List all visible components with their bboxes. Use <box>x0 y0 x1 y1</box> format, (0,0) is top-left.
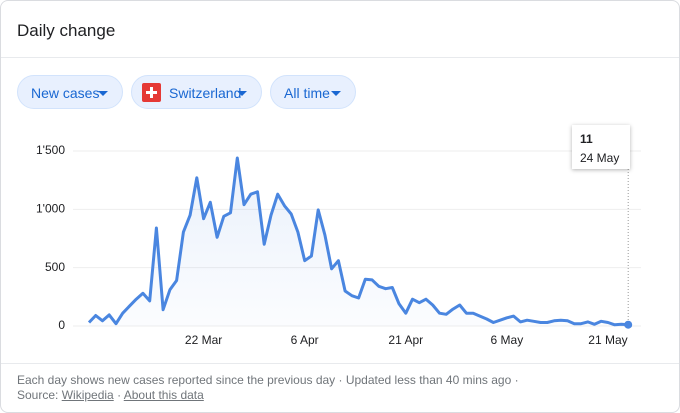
divider <box>1 363 679 364</box>
y-tick-label: 1'000 <box>36 202 65 216</box>
range-chip[interactable]: All time <box>270 75 356 109</box>
source-label: Source: <box>17 388 59 402</box>
divider <box>1 57 679 58</box>
line <box>87 156 629 327</box>
about-link[interactable]: About this data <box>123 388 204 402</box>
footer: Each day shows new cases reported since … <box>17 373 519 403</box>
tooltip: 11 24 May <box>572 125 630 169</box>
x-tick-label: 22 Mar <box>185 333 222 347</box>
separator: · <box>117 388 122 402</box>
metric-chip[interactable]: New cases <box>17 75 123 109</box>
x-tick-label: 6 May <box>491 333 524 347</box>
tooltip-date: 24 May <box>580 151 620 165</box>
chart: 0 500 1'000 1'500 22 Mar 6 Apr 21 Apr 6 May 21 M… <box>36 143 641 347</box>
y-tick-label: 500 <box>45 260 65 274</box>
y-tick-label: 0 <box>58 318 65 332</box>
flag-icon <box>142 83 161 102</box>
y-tick-label: 1'500 <box>36 143 65 157</box>
x-tick-label: 6 Apr <box>291 333 319 347</box>
chip-label: Switzerland <box>169 85 242 101</box>
source-line: Source: Wikipedia · About this data <box>17 388 519 403</box>
hover-dot <box>624 320 633 329</box>
card-title: Daily change <box>17 21 116 40</box>
chip-label: New cases <box>31 85 100 101</box>
chip-label: All time <box>284 85 330 101</box>
source-link[interactable]: Wikipedia <box>61 388 114 402</box>
tooltip-value: 11 <box>580 132 593 146</box>
area <box>89 158 629 326</box>
footer-note: Each day shows new cases reported since … <box>17 373 519 387</box>
x-tick-label: 21 Apr <box>388 333 423 347</box>
region-chip[interactable]: Switzerland <box>131 75 262 109</box>
x-tick-label: 21 May <box>588 333 627 347</box>
